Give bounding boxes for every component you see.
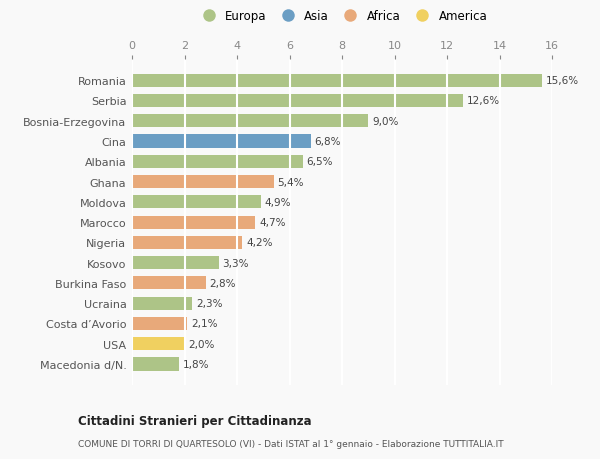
Text: 1,8%: 1,8% — [183, 359, 209, 369]
Text: 2,0%: 2,0% — [188, 339, 215, 349]
Text: 2,8%: 2,8% — [209, 278, 236, 288]
Bar — [132, 358, 179, 371]
Text: 6,8%: 6,8% — [314, 137, 341, 147]
Bar — [132, 156, 302, 168]
Bar — [132, 216, 256, 229]
Legend: Europa, Asia, Africa, America: Europa, Asia, Africa, America — [193, 7, 491, 27]
Text: 12,6%: 12,6% — [467, 96, 500, 106]
Bar — [132, 74, 542, 88]
Text: 2,3%: 2,3% — [196, 298, 223, 308]
Bar — [132, 135, 311, 148]
Bar — [132, 176, 274, 189]
Bar — [132, 196, 260, 209]
Bar — [132, 236, 242, 249]
Text: Cittadini Stranieri per Cittadinanza: Cittadini Stranieri per Cittadinanza — [78, 414, 311, 428]
Bar — [132, 337, 185, 351]
Text: 5,4%: 5,4% — [278, 177, 304, 187]
Text: 3,3%: 3,3% — [223, 258, 249, 268]
Text: 4,2%: 4,2% — [246, 238, 272, 248]
Text: 9,0%: 9,0% — [372, 117, 398, 127]
Bar — [132, 297, 193, 310]
Bar — [132, 317, 187, 330]
Bar — [132, 257, 218, 269]
Bar — [132, 115, 368, 128]
Text: COMUNE DI TORRI DI QUARTESOLO (VI) - Dati ISTAT al 1° gennaio - Elaborazione TUT: COMUNE DI TORRI DI QUARTESOLO (VI) - Dat… — [78, 439, 503, 448]
Text: 2,1%: 2,1% — [191, 319, 218, 329]
Text: 6,5%: 6,5% — [307, 157, 333, 167]
Text: 15,6%: 15,6% — [545, 76, 578, 86]
Text: 4,7%: 4,7% — [259, 218, 286, 228]
Text: 4,9%: 4,9% — [265, 197, 291, 207]
Bar — [132, 277, 205, 290]
Bar — [132, 95, 463, 108]
